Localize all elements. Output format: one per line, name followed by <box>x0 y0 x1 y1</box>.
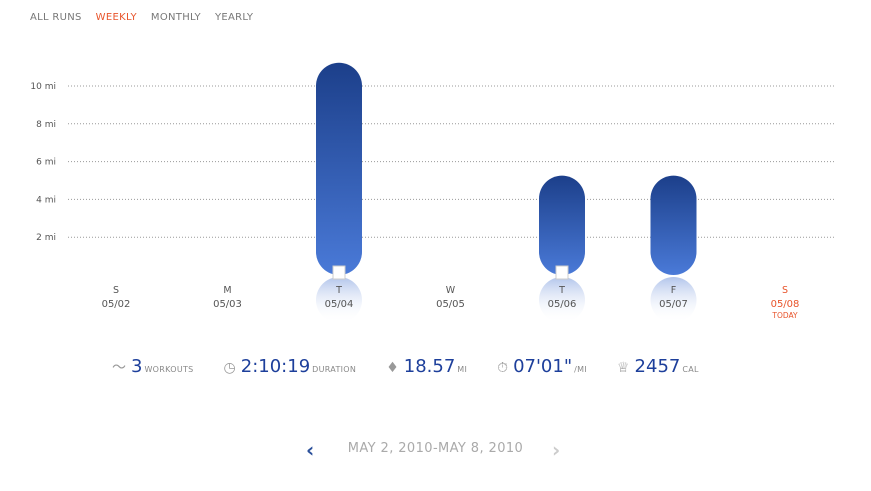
date-label: 05/03 <box>213 299 242 310</box>
clock-icon: ◷ <box>223 360 236 376</box>
date-label: 05/04 <box>325 299 354 310</box>
day-label: T <box>335 285 342 296</box>
tab-weekly[interactable]: WEEKLY <box>95 12 137 23</box>
bar-reflection <box>539 277 585 323</box>
date-label: 05/08 <box>771 299 800 310</box>
bar <box>316 62 362 275</box>
bar-reflection <box>650 277 697 323</box>
date-label: 05/02 <box>102 299 131 310</box>
y-tick-label: 8 mi <box>36 120 56 130</box>
y-tick-label: 4 mi <box>36 195 56 205</box>
date-label: 05/05 <box>436 299 465 310</box>
y-tick-label: 6 mi <box>36 158 56 168</box>
day-label: S <box>113 285 119 296</box>
day-label: T <box>558 285 565 296</box>
trophy-icon: ♕ <box>616 360 630 376</box>
bar-reflection <box>316 277 362 323</box>
previous-week-button[interactable]: ‹ <box>306 438 315 462</box>
stat-workouts: 〜 3 WORKOUTS <box>112 356 194 377</box>
date-label: 05/07 <box>659 299 688 310</box>
stat-calories: ♕ 2457 CAL <box>616 356 699 377</box>
weekly-chart: 2 mi 4 mi 6 mi 8 mi 10 mi S 05/02 M 05/03 T 05/04 W… <box>30 62 835 323</box>
date-range: MAY 2, 2010-MAY 8, 2010 <box>347 441 524 456</box>
period-tabs: ALL RUNS WEEKLY MONTHLY YEARLY <box>30 12 253 23</box>
day-label: S <box>782 285 788 296</box>
stat-duration: ◷ 2:10:19 DURATION <box>223 356 357 377</box>
day-label: W <box>446 285 456 296</box>
bar <box>650 175 697 275</box>
stat-pace: ⏱ 07'01"/MI <box>497 356 587 377</box>
tab-monthly[interactable]: MONTHLY <box>150 12 201 23</box>
stat-distance: ♦ 18.57 MI <box>386 356 468 377</box>
stats-bar: 〜 3 WORKOUTS ◷ 2:10:19 DURATION ♦ 18.57 MI ⏱ 07… <box>112 356 699 377</box>
next-week-button[interactable]: › <box>552 438 561 462</box>
route-icon: 〜 <box>112 360 126 376</box>
map-pin-icon: ♦ <box>386 360 399 376</box>
y-tick-label: 10 mi <box>30 82 56 92</box>
tab-all-runs[interactable]: ALL RUNS <box>30 12 82 23</box>
note-icon <box>332 265 346 280</box>
stopwatch-icon: ⏱ <box>497 360 509 376</box>
bar <box>539 175 585 275</box>
note-icon <box>555 265 569 280</box>
day-label: M <box>223 285 231 296</box>
date-label: 05/06 <box>548 299 577 310</box>
tab-yearly[interactable]: YEARLY <box>214 12 254 23</box>
y-tick-label: 2 mi <box>36 233 56 243</box>
today-label: TODAY <box>771 311 798 320</box>
day-label: F <box>671 285 676 296</box>
